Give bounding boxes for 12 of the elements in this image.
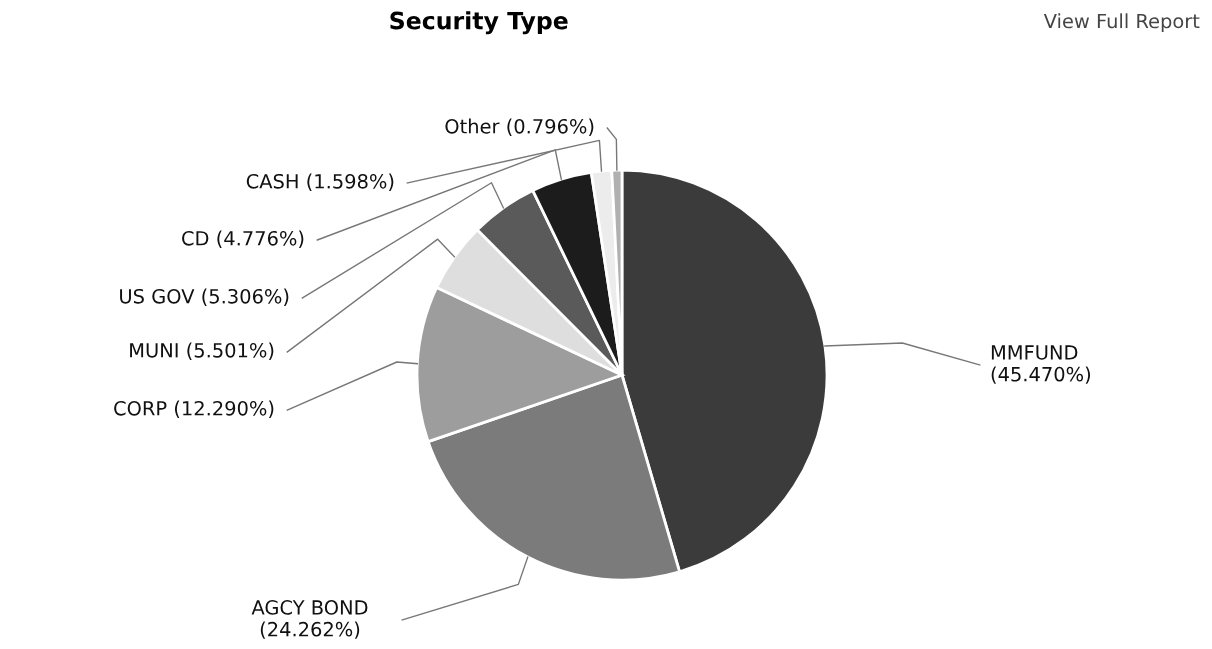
slice-label: CASH (1.598%) [246, 173, 394, 191]
slice-label: MUNI (5.501%) [130, 342, 274, 360]
slice-label: CD (4.776%) [182, 230, 304, 248]
slice-label: US GOV (5.306%) [120, 288, 289, 306]
slice-label: AGCY BOND [251, 600, 368, 615]
chart-title: Security Type [390, 11, 568, 35]
slice-label: MMFUND [991, 345, 1078, 360]
slice-label: Other (0.796%) [445, 118, 594, 136]
slice-label: CORP (12.290%) [114, 400, 274, 418]
data-label: (24.262%) [260, 621, 360, 639]
data-label: (45.470%) [991, 366, 1091, 384]
text: View Full Report [1043, 13, 1200, 33]
